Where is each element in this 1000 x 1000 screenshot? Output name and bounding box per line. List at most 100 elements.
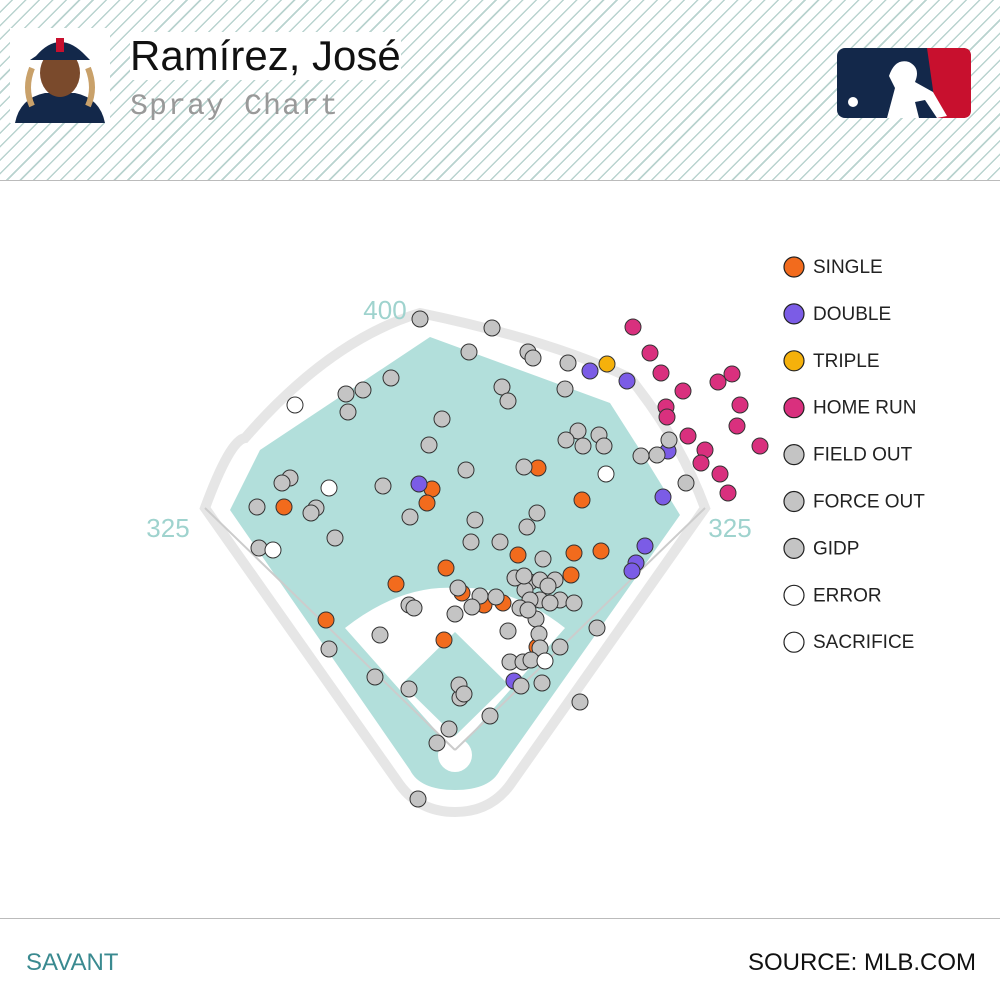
hit-point [455, 685, 473, 703]
hit-point [562, 566, 580, 584]
legend-swatch [783, 397, 805, 419]
hit-point [491, 533, 509, 551]
hit-point [573, 491, 591, 509]
hit-point [654, 488, 672, 506]
hit-point [512, 677, 530, 695]
hit-point [658, 408, 676, 426]
subtitle: Spray Chart [130, 90, 340, 124]
title: Ramírez, José [130, 32, 401, 80]
hit-point [574, 437, 592, 455]
legend-swatch [783, 303, 805, 325]
legend-swatch [783, 490, 805, 513]
source: SOURCE: MLB.COM [747, 949, 976, 976]
hit-point [556, 380, 574, 398]
hit-point [623, 562, 641, 580]
hit-point [320, 479, 338, 497]
hit-point [528, 504, 546, 522]
legend-label: HOME RUN [813, 398, 916, 419]
hit-point [273, 474, 291, 492]
hit-point [337, 385, 355, 403]
hit-point [728, 417, 746, 435]
hit-point [518, 518, 536, 536]
hit-point [559, 354, 577, 372]
hit-point [428, 734, 446, 752]
hit-point [581, 362, 599, 380]
mlb-logo [837, 48, 971, 118]
outfield-wall [199, 307, 711, 818]
hit-point [539, 577, 557, 595]
hit-point [463, 598, 481, 616]
hit-point [449, 579, 467, 597]
hit-point [382, 369, 400, 387]
hit-point [250, 539, 268, 557]
legend-label: FIELD OUT [813, 445, 913, 466]
hit-point [440, 720, 458, 738]
hit-point [557, 431, 575, 449]
hit-point [595, 437, 613, 455]
hit-point [541, 594, 559, 612]
hit-point [597, 465, 615, 483]
distance-marker: 325 [708, 513, 751, 543]
hit-point [487, 588, 505, 606]
hit-point [536, 652, 554, 670]
hit-point [326, 529, 344, 547]
home-plate-area [438, 738, 472, 772]
hit-point [524, 349, 542, 367]
hit-point [636, 537, 654, 555]
legend-swatch [783, 584, 805, 606]
hit-point [433, 410, 451, 428]
hit-point [320, 640, 338, 658]
hit-point [515, 458, 533, 476]
legend-swatch [783, 350, 805, 372]
hit-point [410, 475, 428, 493]
hit-point [571, 693, 589, 711]
hit-point [481, 707, 499, 725]
foul-line [204, 507, 706, 751]
hit-point [400, 680, 418, 698]
hit-point [709, 373, 727, 391]
hit-point [533, 674, 551, 692]
hit-point [618, 372, 636, 390]
hit-point [660, 431, 678, 449]
hit-point [692, 454, 710, 472]
hit-point [519, 601, 537, 619]
footer: SAVANT SOURCE: MLB.COM [0, 918, 1000, 1000]
hit-point [275, 498, 293, 516]
hit-point [302, 504, 320, 522]
hit-point [723, 365, 741, 383]
hit-point [286, 396, 304, 414]
hit-point [354, 381, 372, 399]
hit-point [483, 319, 501, 337]
hit-point [437, 559, 455, 577]
hit-point [731, 396, 749, 414]
hit-point [598, 355, 616, 373]
hit-point [405, 599, 423, 617]
legend-swatch [783, 537, 805, 560]
hit-point [411, 310, 429, 328]
outfield-grass [230, 337, 680, 790]
hit-point [592, 542, 610, 560]
hit-point [460, 343, 478, 361]
legend-swatch [783, 631, 805, 653]
header: Ramírez, José Spray Chart [0, 0, 1000, 181]
hit-point [551, 638, 569, 656]
hit-point [374, 477, 392, 495]
hit-point [435, 631, 453, 649]
hit-point [339, 403, 357, 421]
distance-marker: 325 [146, 513, 189, 543]
player-photo [10, 28, 110, 123]
hit-point [371, 626, 389, 644]
hit-point [648, 446, 666, 464]
hit-point [588, 619, 606, 637]
hit-point [751, 437, 769, 455]
hit-point [565, 544, 583, 562]
hit-point [632, 447, 650, 465]
hit-point [387, 575, 405, 593]
hit-point [420, 436, 438, 454]
hit-point [366, 668, 384, 686]
hit-point [515, 567, 533, 585]
hit-point [418, 494, 436, 512]
legend-swatch [783, 256, 805, 278]
hit-point [677, 474, 695, 492]
